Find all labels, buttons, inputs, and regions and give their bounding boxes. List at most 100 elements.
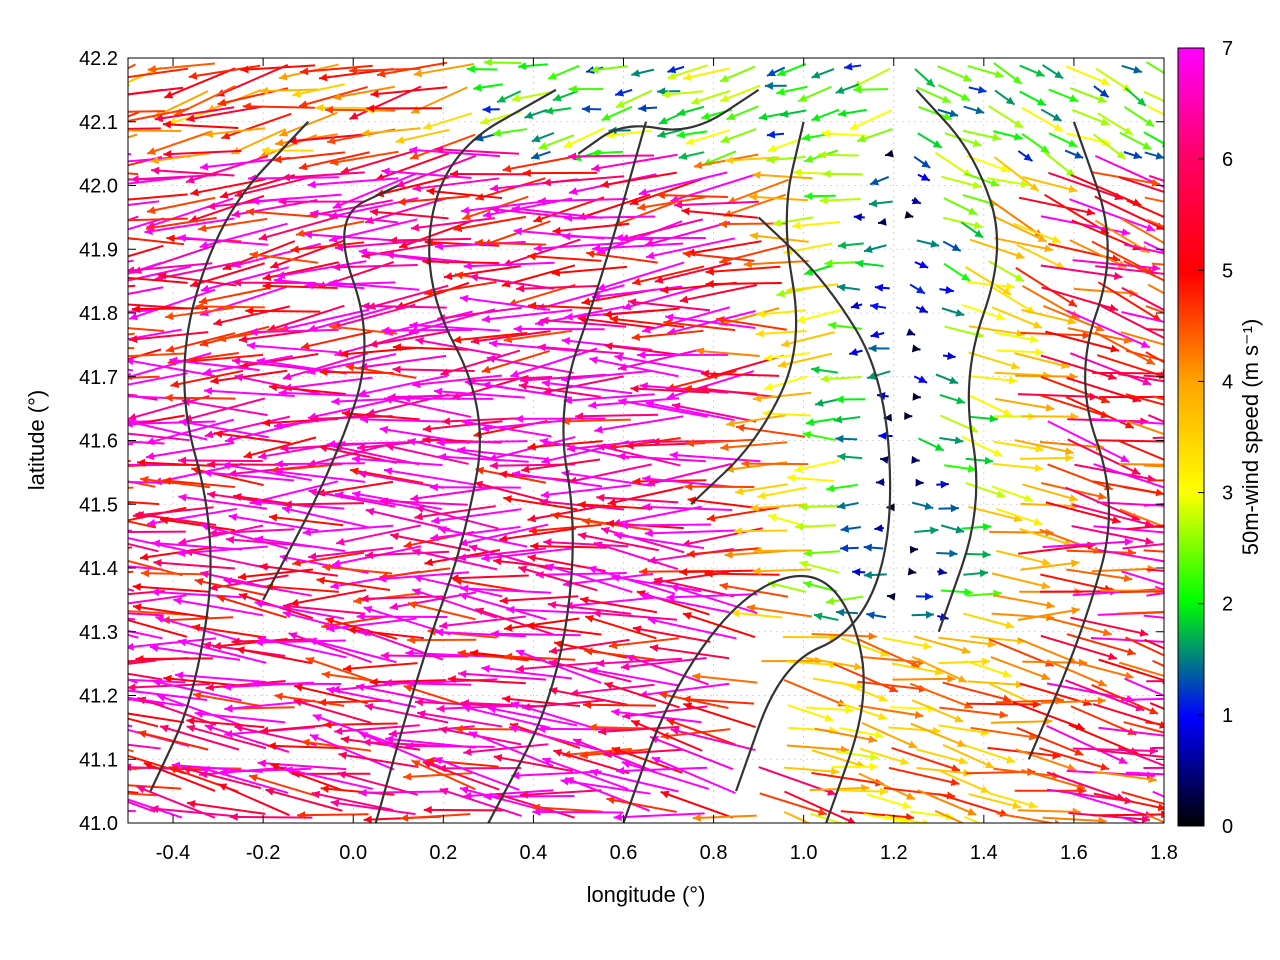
wind-vector	[915, 478, 924, 487]
wind-vector	[220, 767, 312, 776]
wind-vector	[625, 654, 709, 686]
wind-vector	[128, 612, 164, 617]
wind-vector	[210, 369, 288, 385]
wind-vector	[128, 629, 163, 640]
wind-vector	[1143, 464, 1164, 468]
wind-vector	[433, 757, 520, 791]
wind-vector	[278, 111, 338, 137]
wind-vector	[483, 792, 575, 801]
wind-vector	[204, 723, 290, 753]
wind-vector	[833, 662, 899, 693]
wind-vector	[359, 354, 447, 371]
wind-vector	[784, 790, 857, 823]
wind-vector	[1121, 64, 1143, 74]
wind-vector	[130, 174, 217, 184]
wind-vector	[878, 431, 893, 440]
wind-vector	[1040, 634, 1118, 661]
wind-vector	[1125, 771, 1164, 776]
wind-vector	[243, 436, 317, 459]
wind-vector	[496, 90, 522, 104]
wind-vector	[437, 452, 529, 463]
wind-vector	[128, 395, 210, 421]
wind-vector	[530, 150, 551, 160]
wind-vector	[916, 86, 952, 104]
wind-vector	[965, 744, 1016, 764]
wind-vector	[128, 127, 161, 130]
wind-vector	[487, 705, 578, 727]
wind-vector	[811, 365, 839, 374]
wind-vector	[245, 207, 317, 218]
wind-vector	[1072, 503, 1154, 528]
wind-vector	[249, 251, 319, 264]
wind-vector	[720, 441, 788, 452]
wind-vector	[128, 696, 184, 707]
wind-vector	[911, 344, 921, 353]
wind-vector	[1124, 87, 1147, 107]
wind-vector	[568, 152, 655, 161]
wind-vector	[866, 793, 912, 810]
wind-vector	[1068, 811, 1151, 823]
wind-vector	[914, 68, 936, 88]
wind-vector	[849, 109, 892, 131]
wind-vector	[335, 524, 422, 546]
wind-vector	[1070, 659, 1134, 680]
wind-vector	[994, 89, 1016, 106]
wind-vector	[395, 128, 450, 145]
wind-vector	[968, 351, 1020, 370]
x-tick-label: 1.4	[970, 842, 998, 864]
wind-vector	[1145, 351, 1164, 364]
wind-vector	[528, 523, 602, 535]
wind-vector	[840, 810, 915, 822]
wind-vector	[611, 708, 702, 724]
wind-vector	[515, 649, 602, 684]
wind-vector	[970, 726, 1038, 741]
wind-vector	[542, 757, 629, 790]
wind-vector	[338, 751, 419, 768]
wind-vector	[466, 65, 498, 74]
wind-vector	[1148, 174, 1164, 182]
wind-vector	[128, 717, 159, 728]
wind-vector	[683, 702, 756, 728]
wind-vector	[561, 417, 631, 426]
wind-vector	[488, 339, 580, 353]
wind-vector	[837, 452, 863, 461]
wind-vector	[461, 704, 551, 729]
wind-vector	[609, 315, 685, 328]
wind-vector	[460, 199, 552, 215]
wind-vector	[547, 64, 580, 80]
wind-vector	[1017, 606, 1081, 621]
wind-vector	[764, 81, 787, 90]
wind-vector	[527, 440, 603, 451]
wind-vector	[743, 259, 809, 269]
wind-vector	[288, 133, 367, 145]
wind-vector	[752, 391, 812, 403]
wind-vector	[753, 546, 812, 555]
wind-vector	[378, 571, 470, 583]
wind-vector	[332, 263, 418, 272]
wind-vector	[1123, 105, 1155, 128]
wind-vector	[719, 84, 761, 103]
wind-vector	[514, 414, 606, 423]
wind-vector	[1144, 196, 1164, 203]
wind-vector	[1095, 265, 1164, 275]
wind-vector	[622, 283, 711, 311]
wind-vector	[482, 105, 500, 114]
y-tick-label: 41.6	[79, 431, 118, 453]
wind-vector	[1144, 638, 1164, 650]
wind-vector	[592, 242, 684, 253]
wind-vector	[1014, 439, 1074, 456]
wind-vector	[1121, 311, 1164, 323]
wind-vector	[577, 315, 655, 329]
wind-vector	[128, 712, 185, 724]
wind-vector	[809, 784, 870, 793]
wind-vector	[383, 679, 472, 688]
wind-vector	[704, 569, 780, 578]
wind-vector	[423, 805, 503, 814]
wind-vector	[1145, 61, 1164, 75]
wind-vector	[390, 532, 471, 552]
wind-vector	[1121, 816, 1143, 823]
wind-vector	[139, 545, 217, 561]
wind-vector	[638, 171, 728, 196]
wind-vector	[128, 372, 188, 386]
wind-vector	[469, 273, 555, 290]
